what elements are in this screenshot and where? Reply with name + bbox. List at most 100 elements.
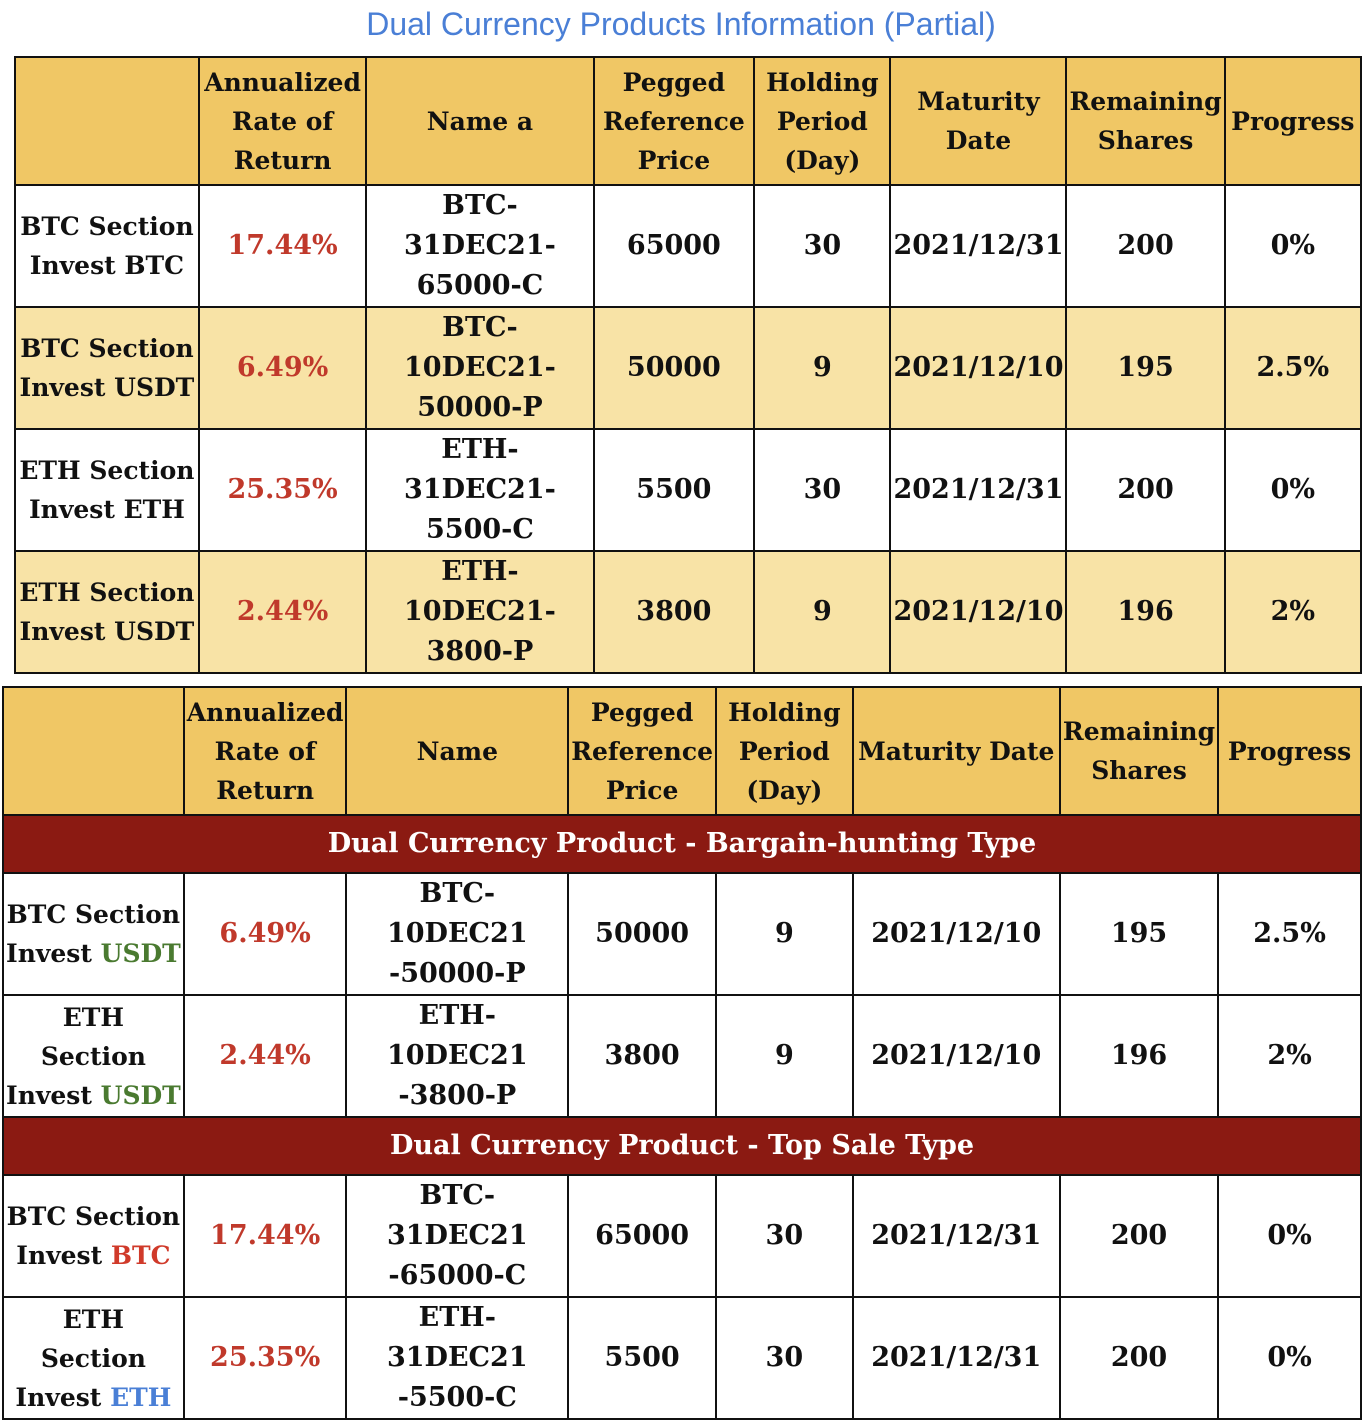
name-line-1: BTC-10DEC21 <box>386 878 528 949</box>
rate-cell: 2.44% <box>182 994 348 1118</box>
table-row: ETH Section Invest ETH 25.35% ETH-31DEC21… <box>14 428 1362 552</box>
period-cell: 30 <box>715 1296 854 1420</box>
header-progress: Progress <box>1217 686 1362 816</box>
progress-cell: 2% <box>1217 994 1362 1118</box>
header-blank <box>14 56 200 186</box>
maturity-cell: 2021/12/31 <box>851 1296 1061 1420</box>
group-banner-row: Dual Currency Product - Top Sale Type <box>2 1116 1362 1176</box>
progress-cell: 0% <box>1217 1174 1362 1298</box>
maturity-cell: 2021/12/10 <box>889 306 1068 430</box>
header-progress: Progress <box>1223 56 1362 186</box>
table-header-row: Annualized Rate of Return Name Pegged Re… <box>2 686 1362 816</box>
invest-label: Invest USDT <box>19 617 195 646</box>
period-cell: 9 <box>753 306 892 430</box>
section-cell: BTC Section Invest BTC <box>14 184 200 308</box>
period-cell: 9 <box>715 994 854 1118</box>
name-line-2: -65000-C <box>388 1260 527 1291</box>
section-label: BTC Section <box>6 900 181 929</box>
section-label: BTC Section <box>20 212 194 241</box>
table-row: ETH Section Invest USDT 2.44% ETH-10DEC21… <box>2 994 1362 1118</box>
invest-coin: ETH <box>110 1382 172 1412</box>
header-rate: Annualized Rate of Return <box>197 56 368 186</box>
maturity-cell: 2021/12/31 <box>889 428 1068 552</box>
shares-cell: 195 <box>1065 306 1226 430</box>
header-name: Name <box>345 686 570 816</box>
page-title: Dual Currency Products Information (Part… <box>366 6 996 42</box>
maturity-cell: 2021/12/31 <box>889 184 1068 308</box>
table-row: BTC Section Invest USDT 6.49% BTC-10DEC21… <box>14 306 1362 430</box>
invest-label: Invest USDT <box>19 373 195 402</box>
shares-cell: 200 <box>1058 1296 1220 1420</box>
invest-label: Invest BTC <box>29 251 185 280</box>
rate-cell: 25.35% <box>182 1296 348 1420</box>
invest-label: Invest ETH <box>28 495 185 524</box>
table-row: BTC Section Invest BTC 17.44% BTC-31DEC21… <box>14 184 1362 308</box>
name-line-2: 3800-P <box>426 636 534 667</box>
section-cell: ETH Section Invest ETH <box>2 1296 185 1420</box>
shares-cell: 196 <box>1065 550 1226 674</box>
section-cell: BTC Section Invest USDT <box>14 306 200 430</box>
maturity-cell: 2021/12/10 <box>889 550 1068 674</box>
rate-cell: 6.49% <box>197 306 368 430</box>
name-cell: ETH-10DEC21-3800-P <box>365 550 595 674</box>
header-period: Holding Period (Day) <box>753 56 892 186</box>
shares-cell: 200 <box>1065 428 1226 552</box>
rate-cell: 17.44% <box>182 1174 348 1298</box>
name-cell: BTC-31DEC21 -65000-C <box>345 1174 570 1298</box>
price-cell: 3800 <box>567 994 718 1118</box>
shares-cell: 200 <box>1065 184 1226 308</box>
invest-label: Invest <box>6 939 101 968</box>
name-cell: ETH-31DEC21 -5500-C <box>345 1296 570 1420</box>
name-cell: BTC-10DEC21 -50000-P <box>345 872 570 996</box>
invest-coin: USDT <box>100 939 181 968</box>
price-cell: 5500 <box>592 428 756 552</box>
shares-cell: 195 <box>1058 872 1220 996</box>
invest-label: Invest <box>16 1241 111 1270</box>
section-label: ETH Section <box>40 1002 146 1071</box>
period-cell: 9 <box>715 872 854 996</box>
name-line-2: -3800-P <box>398 1080 517 1111</box>
name-line-2: 65000-C <box>416 270 544 301</box>
progress-cell: 2.5% <box>1223 306 1362 430</box>
section-cell: BTC Section Invest USDT <box>2 872 185 996</box>
section-cell: ETH Section Invest USDT <box>2 994 185 1118</box>
progress-cell: 2.5% <box>1217 872 1362 996</box>
table-row: ETH Section Invest USDT 2.44% ETH-10DEC21… <box>14 550 1362 674</box>
name-line-1: BTC-10DEC21- <box>404 312 556 383</box>
rate-cell: 17.44% <box>197 184 368 308</box>
group-banner: Dual Currency Product - Bargain-hunting … <box>2 814 1362 874</box>
price-cell: 50000 <box>592 306 756 430</box>
invest-coin: BTC <box>110 1241 171 1270</box>
name-line-2: 50000-P <box>417 392 543 423</box>
header-name: Name a <box>365 56 595 186</box>
header-price: Pegged Reference Price <box>567 686 718 816</box>
header-price: Pegged Reference Price <box>592 56 756 186</box>
section-cell: BTC Section Invest BTC <box>2 1174 185 1298</box>
invest-label: Invest <box>15 1382 111 1412</box>
section-label: ETH Section <box>19 578 195 607</box>
price-cell: 65000 <box>592 184 756 308</box>
rate-cell: 25.35% <box>197 428 368 552</box>
period-cell: 30 <box>715 1174 854 1298</box>
header-rate: Annualized Rate of Return <box>182 686 348 816</box>
group-banner-row: Dual Currency Product - Bargain-hunting … <box>2 814 1362 874</box>
header-blank <box>2 686 185 816</box>
products-table-2: Annualized Rate of Return Name Pegged Re… <box>2 686 1362 1420</box>
section-label: BTC Section <box>20 334 194 363</box>
section-label: ETH Section <box>40 1304 146 1373</box>
maturity-cell: 2021/12/10 <box>851 872 1061 996</box>
rate-cell: 6.49% <box>182 872 348 996</box>
name-line-1: ETH-31DEC21 <box>386 1302 528 1373</box>
invest-coin: USDT <box>100 1080 181 1110</box>
header-period: Holding Period (Day) <box>715 686 854 816</box>
shares-cell: 200 <box>1058 1174 1220 1298</box>
period-cell: 9 <box>753 550 892 674</box>
name-cell: BTC-31DEC21-65000-C <box>365 184 595 308</box>
price-cell: 65000 <box>567 1174 718 1298</box>
name-cell: ETH-10DEC21-3800-P <box>345 994 570 1118</box>
header-shares: Remaining Shares <box>1065 56 1226 186</box>
table-header-row: Annualized Rate of Return Name a Pegged … <box>14 56 1362 186</box>
name-line-1: BTC-31DEC21 <box>386 1180 528 1251</box>
maturity-cell: 2021/12/31 <box>851 1174 1061 1298</box>
table-row: BTC Section Invest USDT 6.49% BTC-10DEC21… <box>2 872 1362 996</box>
